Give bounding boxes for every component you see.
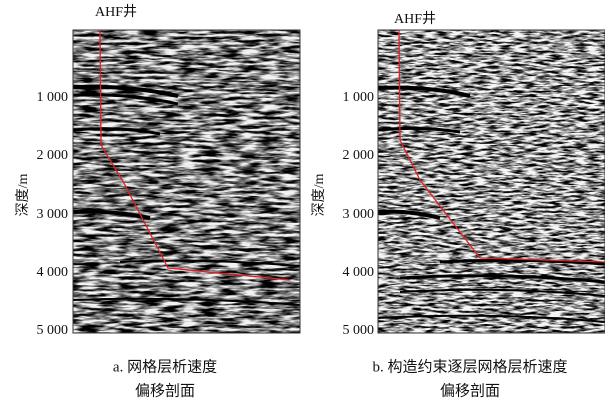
- y-tick-label: 3 000: [37, 207, 69, 222]
- axis-label: 深度/m: [311, 174, 327, 217]
- reflectors: [378, 85, 605, 323]
- section-border: [377, 29, 605, 334]
- caption: a. 网格层析速度: [113, 358, 217, 375]
- caption: 偏移剖面: [440, 382, 500, 399]
- well-label: AHF井: [95, 4, 137, 20]
- y-tick-label: 3 000: [343, 207, 375, 222]
- y-tick-label: 2 000: [343, 148, 375, 163]
- well-label: AHF井: [394, 11, 436, 27]
- y-tick-label: 2 000: [37, 148, 69, 163]
- y-tick-label: 1 000: [343, 90, 375, 105]
- reflectors: [73, 84, 300, 306]
- axis-label: 深度/m: [15, 174, 31, 217]
- y-tick-label: 5 000: [343, 323, 375, 338]
- panel-a: AHF井 1 000 2 000 3 000 4 000 5 000 深度/m …: [15, 4, 301, 399]
- y-tick-label: 5 000: [37, 323, 69, 338]
- seismic-section: [378, 30, 605, 333]
- caption: 偏移剖面: [135, 382, 195, 399]
- caption: b. 构造约束逐层网格层析速度: [372, 358, 567, 375]
- well-path: [398, 29, 605, 263]
- y-tick-label: 4 000: [37, 265, 69, 280]
- y-tick-label: 1 000: [37, 90, 69, 105]
- seismic-section: [73, 30, 300, 333]
- panel-b: AHF井 1 000 2 000 3 000 4 000 5 000 深度/m …: [311, 11, 605, 399]
- y-tick-label: 4 000: [343, 265, 375, 280]
- well-path: [99, 29, 291, 281]
- section-border: [72, 29, 301, 334]
